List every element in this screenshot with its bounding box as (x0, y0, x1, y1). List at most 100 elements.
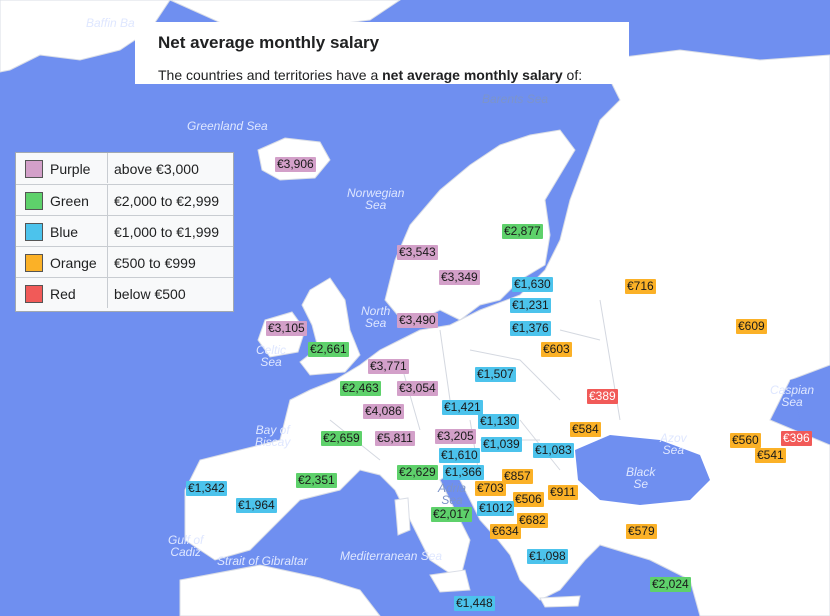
sea-label-caspian: Caspian Sea (770, 383, 815, 409)
legend-row-blue: Blue €1,000 to €1,999 (16, 215, 233, 246)
sea-label-norwegian: Norwegian Sea (347, 186, 405, 212)
salary-badge-czechia: €1,421 (442, 400, 483, 415)
black-sea (575, 435, 710, 505)
salary-badge-finland: €2,877 (502, 224, 543, 239)
legend-separator (107, 216, 108, 246)
legend-name: Orange (50, 255, 97, 271)
sicily-land (429, 569, 471, 593)
crete-land (539, 595, 581, 608)
salary-badge-slovakia: €1,130 (478, 414, 519, 429)
subtitle-bold: net average monthly salary (382, 67, 563, 83)
salary-badge-uk: €2,661 (308, 342, 349, 357)
salary-badge-lithuania: €1,376 (510, 321, 551, 336)
salary-badge-italy-north: €2,629 (397, 465, 438, 480)
sea-label-baffin: Baffin Ba (86, 16, 135, 30)
sea-label-gulf-cadiz: Gulf of Cadiz (168, 533, 204, 559)
page-title: Net average monthly salary (158, 33, 380, 52)
salary-badge-latvia: €1,231 (510, 298, 551, 313)
legend-swatch-blue (25, 223, 43, 241)
north-africa-land (179, 564, 381, 616)
salary-badge-moldova: €584 (570, 422, 601, 437)
greenland-land (0, 0, 171, 73)
legend-name: Red (50, 286, 76, 302)
salary-badge-ukraine: €389 (587, 389, 618, 404)
salary-badge-north-macedonia: €682 (517, 513, 548, 528)
legend-swatch-purple (25, 160, 43, 178)
salary-badge-austria: €3,205 (435, 429, 476, 444)
legend-separator (107, 278, 108, 308)
salary-badge-romania: €1,083 (533, 443, 574, 458)
salary-badge-belarus: €603 (541, 342, 572, 357)
sea-label-north: North Sea (361, 304, 391, 330)
legend-row-purple: Purple above €3,000 (16, 153, 233, 184)
sardinia-land (394, 497, 411, 536)
salary-badge-albania: €634 (490, 524, 521, 539)
subtitle-prefix: The countries and territories have a (158, 67, 383, 83)
sea-label-celtic: Celtic Sea (256, 343, 287, 369)
salary-badge-poland: €1,507 (475, 367, 516, 382)
salary-badge-azerbaijan: €396 (781, 431, 812, 446)
sea-label-black: Black Se (626, 465, 656, 491)
salary-badge-turkey: €579 (626, 524, 657, 539)
salary-badge-denmark: €3,490 (397, 313, 438, 328)
legend-swatch-orange (25, 254, 43, 272)
legend-row-red: Red below €500 (16, 277, 233, 308)
salary-badge-spain: €1,964 (236, 498, 277, 513)
map-header: Net average monthly salary The countries… (135, 22, 629, 84)
salary-badge-switzerland: €5,811 (375, 431, 415, 446)
legend-range: €1,000 to €1,999 (114, 224, 220, 240)
sea-label-biscay: Bay of Biscay (255, 423, 291, 449)
salary-badge-luxembourg: €4,086 (363, 404, 404, 419)
salary-badge-bosnia: €703 (475, 481, 506, 496)
salary-badge-italy: €2,017 (431, 507, 472, 522)
legend-swatch-red (25, 285, 43, 303)
legend-row-green: Green €2,000 to €2,999 (16, 184, 233, 215)
legend-row-orange: Orange €500 to €999 (16, 246, 233, 277)
salary-badge-belgium: €2,463 (340, 381, 381, 396)
salary-badge-estonia: €1,630 (512, 277, 553, 292)
legend: Purple above €3,000 Green €2,000 to €2,9… (15, 152, 234, 312)
salary-badge-spain-north: €2,351 (296, 473, 337, 488)
salary-badge-armenia: €541 (755, 448, 786, 463)
salary-badge-russia: €716 (625, 279, 656, 294)
scandinavia-land (384, 129, 576, 321)
salary-badge-netherlands: €3,771 (368, 359, 409, 374)
legend-name: Blue (50, 224, 79, 240)
legend-range: €500 to €999 (114, 255, 196, 271)
sea-label-barents: Barents Sea (482, 92, 549, 106)
sea-label-adriatic: Adria Sea (438, 481, 467, 507)
caspian-sea (790, 370, 830, 440)
salary-badge-montenegro-area: €506 (513, 492, 544, 507)
legend-name: Purple (50, 161, 91, 177)
legend-swatch-green (25, 192, 43, 210)
salary-badge-portugal: €1,342 (186, 481, 227, 496)
salary-badge-malta: €1,448 (454, 596, 495, 611)
salary-badge-serbia: €857 (502, 469, 533, 484)
salary-badge-germany: €3,054 (397, 381, 438, 396)
legend-range: above €3,000 (114, 161, 199, 177)
salary-badge-greece: €1,098 (527, 549, 568, 564)
legend-separator (107, 247, 108, 277)
legend-range: €2,000 to €2,999 (114, 193, 220, 209)
great-britain-land (299, 277, 361, 376)
sea-label-azov: Azov Sea (660, 431, 687, 457)
salary-badge-slovenia: €1,610 (439, 448, 480, 463)
legend-separator (107, 185, 108, 215)
page-subtitle: The countries and territories have a net… (158, 67, 582, 83)
salary-badge-croatia: €1,366 (443, 465, 484, 480)
salary-badge-israel: €2,024 (650, 577, 691, 592)
salary-badge-france: €2,659 (321, 431, 362, 446)
salary-badge-norway: €3,543 (397, 245, 438, 260)
legend-name: Green (50, 193, 89, 209)
sea-label-greenland: Greenland Sea (187, 119, 268, 133)
sea-label-mediterranean: Mediterranean Sea (340, 549, 443, 563)
salary-badge-iceland: €3,906 (275, 157, 316, 172)
salary-badge-hungary: €1,039 (481, 437, 522, 452)
legend-range: below €500 (114, 286, 186, 302)
salary-badge-russia-east: €609 (736, 319, 767, 334)
subtitle-suffix: of: (562, 67, 583, 83)
salary-badge-georgia: €560 (730, 433, 761, 448)
salary-badge-montenegro: €1012 (477, 501, 515, 516)
salary-badge-ireland: €3,105 (266, 321, 307, 336)
salary-badge-sweden: €3,349 (439, 270, 480, 285)
